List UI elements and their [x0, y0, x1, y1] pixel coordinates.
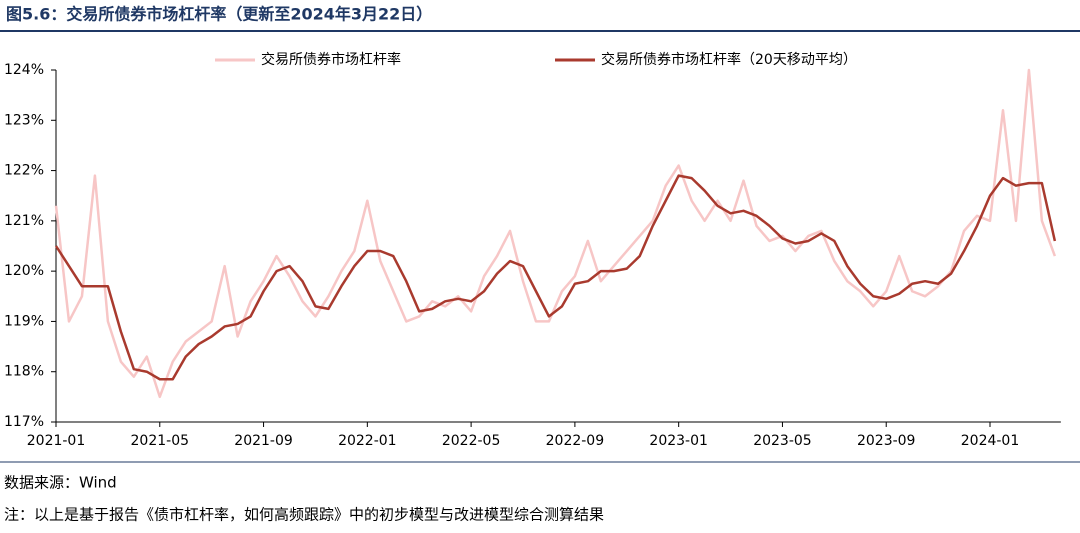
x-tick-label: 2022-01 — [338, 433, 397, 449]
x-tick-label: 2021-01 — [27, 433, 86, 449]
x-tick-label: 2024-01 — [961, 433, 1020, 449]
note: 注：以上是基于报告《债市杠杆率，如何高频跟踪》中的初步模型与改进模型综合测算结果 — [4, 506, 604, 524]
x-tick-label: 2023-01 — [649, 433, 708, 449]
chart-title: 图5.6：交易所债券市场杠杆率（更新至2024年3月22日） — [6, 5, 432, 24]
x-tick-label: 2021-05 — [131, 433, 190, 449]
y-tick-label: 121% — [4, 213, 44, 229]
x-tick-label: 2022-05 — [442, 433, 501, 449]
y-tick-label: 123% — [4, 112, 44, 128]
series-line — [54, 174, 1057, 381]
legend-label: 交易所债券市场杠杆率 — [261, 51, 401, 68]
y-tick-label: 124% — [4, 62, 44, 78]
source: 数据来源：Wind — [4, 474, 117, 492]
y-tick-label: 118% — [4, 364, 44, 380]
y-tick-label: 120% — [4, 263, 44, 279]
x-tick-label: 2023-05 — [753, 433, 812, 449]
x-tick-label: 2023-09 — [857, 433, 916, 449]
legend-label: 交易所债券市场杠杆率（20天移动平均） — [601, 51, 857, 68]
y-tick-label: 119% — [4, 313, 44, 329]
y-tick-label: 117% — [4, 414, 44, 430]
x-tick-label: 2022-09 — [546, 433, 605, 449]
series-line — [54, 68, 1057, 399]
x-tick-label: 2021-09 — [234, 433, 293, 449]
y-tick-label: 122% — [4, 163, 44, 179]
